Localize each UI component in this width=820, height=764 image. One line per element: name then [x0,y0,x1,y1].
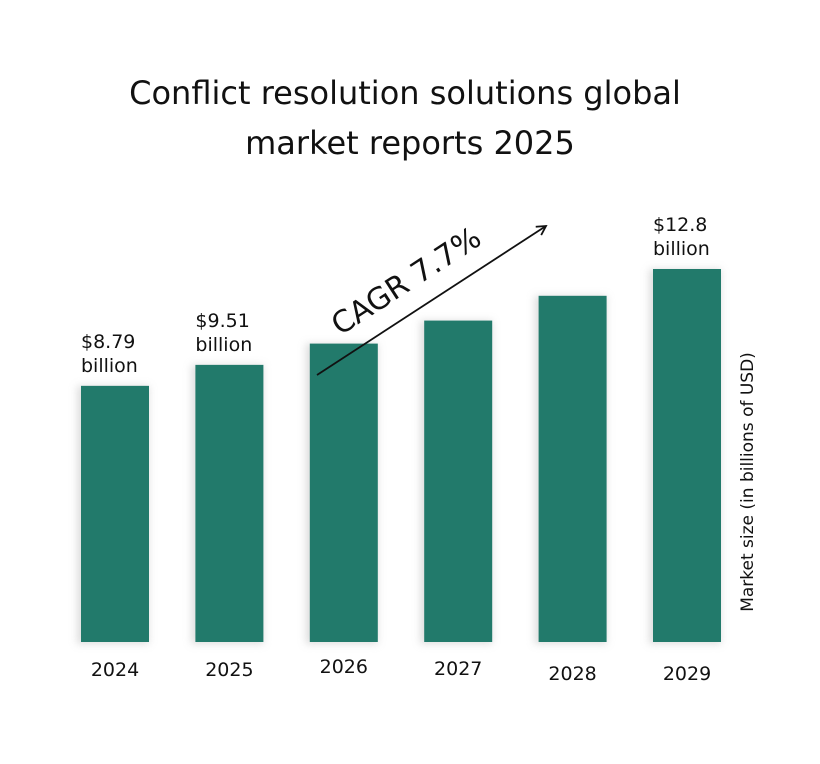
x-tick-label-2025: 2025 [205,659,253,681]
bar-2025 [195,364,264,642]
x-tick-label-2029: 2029 [663,663,711,685]
bar-2027 [424,320,493,642]
x-tick-label-2026: 2026 [320,656,368,678]
bar-shadows [77,269,721,644]
bars [81,269,721,642]
data-label-2024-line-1: $8.79 [81,331,135,353]
data-label-2025-line-2: billion [195,334,252,356]
data-label-2024-line-2: billion [81,355,138,377]
bar-2026 [309,343,378,642]
bar-2029 [653,269,721,642]
x-tick-label-2027: 2027 [434,658,482,680]
x-tick-label-2024: 2024 [91,659,139,681]
data-label-2029-line-2: billion [653,238,710,260]
x-tick-label-2028: 2028 [548,663,596,685]
data-label-2029-line-1: $12.8 [653,214,707,236]
data-label-2025-line-1: $9.51 [195,310,249,332]
y-axis-label: Market size (in billions of USD) [738,352,758,612]
cagr-arrow [316,224,548,376]
bar-2024 [81,385,149,642]
x-tick-labels: 2024 2025 2026 2027 2028 2029 [91,656,711,685]
bar-2028 [538,295,607,642]
chart-title-line-2: market reports 2025 [245,124,575,162]
chart-title-line-1: Conflict resolution solutions global [129,74,681,112]
